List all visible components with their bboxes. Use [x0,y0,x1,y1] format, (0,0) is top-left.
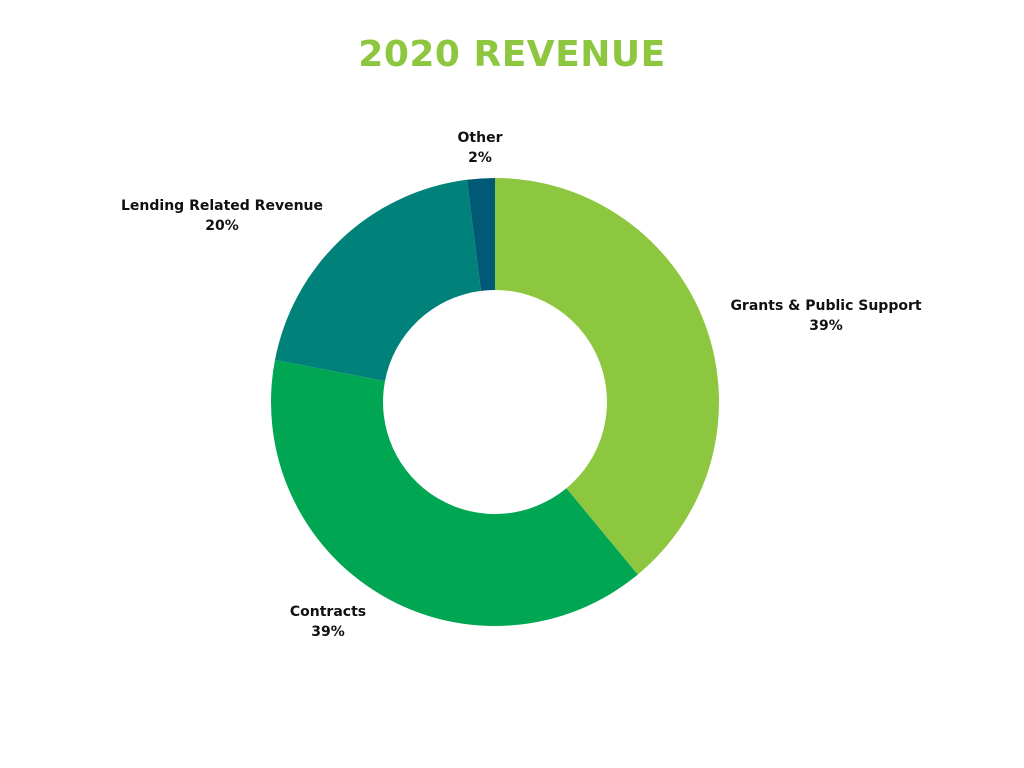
donut-slice-lending-related-revenue [274,179,481,382]
slice-label-grants: Grants & Public Support 39% [716,296,936,336]
slice-label-grants-value: 39% [809,318,843,334]
slice-label-grants-name: Grants & Public Support [730,298,922,314]
slice-label-lending-value: 20% [205,218,239,234]
slice-label-other-name: Other [457,130,503,146]
slice-label-other: Other 2% [440,128,520,168]
chart-title: 2020 REVENUE [358,34,666,75]
slice-label-contracts-name: Contracts [289,604,367,620]
slice-label-contracts-value: 39% [311,624,345,640]
donut-slice-other [466,178,495,291]
slice-label-other-value: 2% [468,150,492,166]
slice-label-contracts: Contracts 39% [268,602,388,642]
slice-label-lending: Lending Related Revenue 20% [112,196,332,236]
donut-slice-contracts [270,360,638,627]
slice-label-lending-name: Lending Related Revenue [121,198,323,214]
donut-slice-grants-public-support [495,178,720,575]
